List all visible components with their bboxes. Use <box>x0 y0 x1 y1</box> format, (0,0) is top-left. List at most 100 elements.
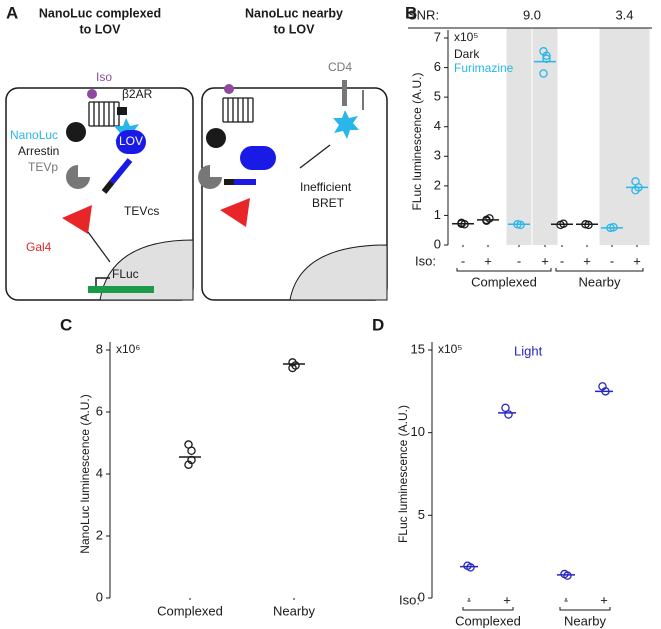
label: FLuc <box>112 267 139 281</box>
cd4 <box>342 80 347 106</box>
group-label: Nearby <box>579 274 621 289</box>
group-label: Complexed <box>455 613 521 628</box>
lov <box>240 146 276 170</box>
replicate-point <box>457 218 466 228</box>
linker <box>117 107 127 115</box>
x-tick-label: Complexed <box>157 603 223 618</box>
shade <box>506 28 532 245</box>
diagram-title: NanoLuc complexed <box>39 6 161 20</box>
fluc-gene <box>88 286 154 293</box>
y-tick-label: 0 <box>434 236 441 251</box>
label: NanoLuc <box>10 128 58 142</box>
group-bracket <box>456 268 552 272</box>
label: LOV <box>119 134 143 148</box>
nanoluc <box>333 110 359 139</box>
category-axis-label: Iso: <box>399 592 420 607</box>
y-tick-label: 0 <box>96 589 103 604</box>
y-tick-label: 2 <box>434 177 441 192</box>
y-tick-label: 5 <box>418 507 425 522</box>
iso-ligand <box>224 84 234 94</box>
group-label: Complexed <box>471 274 537 289</box>
tevp <box>66 165 90 189</box>
replicate-point <box>187 446 196 455</box>
diagram-title: to LOV <box>274 22 316 36</box>
multiplier: x10⁶ <box>116 342 140 356</box>
replicate-point <box>466 563 475 572</box>
iso-ligand <box>87 89 97 99</box>
x-tick-label: - <box>517 253 521 268</box>
panel-label: A <box>6 3 18 22</box>
y-tick-label: 2 <box>96 527 103 542</box>
shade <box>532 28 558 245</box>
label: Inefficient <box>300 180 352 194</box>
y-tick-label: 5 <box>434 89 441 104</box>
label: Gal4 <box>26 240 52 254</box>
y-tick-label: 1 <box>434 207 441 222</box>
lov <box>116 130 146 154</box>
replicate-point <box>501 403 510 413</box>
x-tick-label: + <box>503 592 511 607</box>
y-tick-label: 4 <box>96 465 103 480</box>
diagram-title: NanoLuc nearby <box>245 6 343 20</box>
diagram-title: to LOV <box>80 22 122 36</box>
y-tick-label: 15 <box>411 341 425 356</box>
x-tick-label: - <box>461 253 465 268</box>
category-axis-label: Iso: <box>415 253 436 268</box>
snr-value: 3.4 <box>615 7 633 22</box>
x-tick-label: + <box>583 253 591 268</box>
panel-label: D <box>372 315 384 334</box>
y-axis-label: NanoLuc luminescence (A.U.) <box>78 394 92 553</box>
shade <box>624 28 650 245</box>
shade <box>599 28 625 245</box>
y-tick-label: 7 <box>434 29 441 44</box>
y-tick-label: 8 <box>96 341 103 356</box>
group-bracket <box>462 607 514 611</box>
annotation: Light <box>514 343 543 358</box>
y-tick-label: 6 <box>96 403 103 418</box>
legend-entry: Furimazine <box>454 61 514 75</box>
nucleus <box>289 244 388 301</box>
tevcs-linker <box>109 158 133 184</box>
label: TEVp <box>28 160 58 174</box>
linker <box>101 180 115 194</box>
group-bracket <box>555 268 644 272</box>
group-label: Nearby <box>564 613 606 628</box>
label: TEVcs <box>124 204 159 218</box>
promoter <box>95 277 110 286</box>
x-tick-label: Nearby <box>273 603 315 618</box>
replicate-point <box>563 571 572 580</box>
x-tick-label: + <box>541 253 549 268</box>
multiplier: x10⁵ <box>454 30 478 44</box>
x-tick-label: + <box>633 253 641 268</box>
gal4 <box>62 205 92 234</box>
x-tick-label: - <box>560 253 564 268</box>
arrow <box>299 90 364 169</box>
y-axis-label: FLuc luminescence (A.U.) <box>396 405 410 543</box>
diagram: NanoLuc complexed to LOV NanoLuc nearby … <box>5 6 388 301</box>
nucleus <box>99 239 194 301</box>
replicate-point <box>504 410 513 419</box>
tevp <box>198 165 222 189</box>
gal4 <box>220 198 250 227</box>
x-tick-label: - <box>467 592 471 607</box>
x-tick-label: - <box>564 592 568 607</box>
x-tick-label: - <box>610 253 614 268</box>
panel-label: C <box>60 315 72 334</box>
replicate-point <box>542 51 551 60</box>
y-tick-label: 4 <box>434 118 441 133</box>
arrow <box>87 231 111 263</box>
label: CD4 <box>328 60 352 74</box>
arrestin <box>66 122 86 142</box>
group-bracket <box>559 607 611 611</box>
legend-entry: Dark <box>454 47 480 61</box>
replicate-point <box>539 69 548 78</box>
x-tick-label: + <box>600 592 608 607</box>
label: Arrestin <box>18 144 59 158</box>
snr-value: 9.0 <box>523 7 541 22</box>
x-tick-label: + <box>484 253 492 268</box>
y-tick-label: 0 <box>418 589 425 604</box>
y-tick-label: 10 <box>411 424 425 439</box>
label: BRET <box>312 196 345 210</box>
label: Iso <box>96 70 112 84</box>
